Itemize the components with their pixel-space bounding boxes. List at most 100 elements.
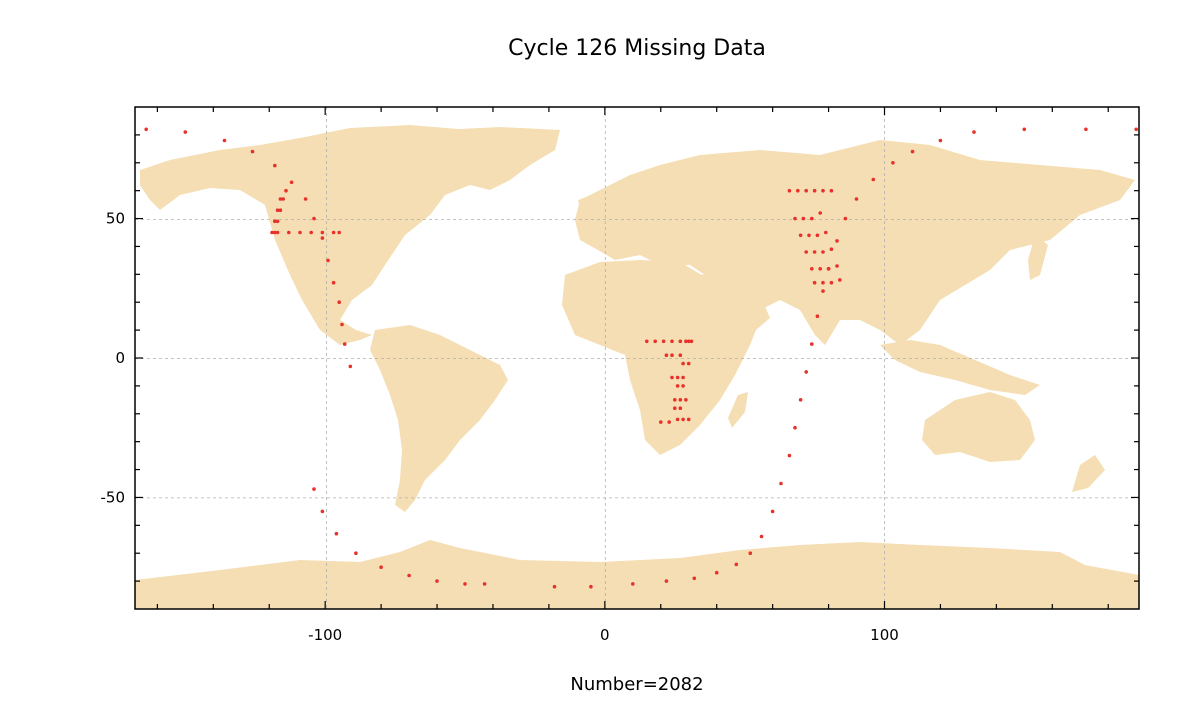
axis-tick-labels: -100 0 100 50 0 -50 bbox=[101, 210, 899, 644]
data-point-southern-africa-swaths-14 bbox=[675, 384, 680, 388]
data-point-north-american-track-1 bbox=[183, 130, 188, 134]
data-point-central-asia-swaths-3 bbox=[810, 267, 814, 271]
data-point-antarctic-arc-track-5 bbox=[714, 570, 719, 575]
data-point-siberia-row-0 bbox=[787, 188, 792, 193]
land-australia bbox=[922, 392, 1035, 462]
data-point-northern-us-row-0 bbox=[275, 230, 280, 235]
data-point-rockies-swath-1 bbox=[275, 219, 280, 224]
data-point-northern-us-row-6 bbox=[337, 230, 342, 235]
data-point-central-asia-swaths-8 bbox=[818, 267, 822, 271]
land-madagascar bbox=[728, 392, 748, 428]
data-point-central-asia-swaths-19 bbox=[838, 278, 842, 282]
data-point-north-american-track-14 bbox=[348, 364, 353, 369]
data-point-antarctic-arc-track-26 bbox=[972, 130, 976, 134]
data-point-southern-africa-swaths-17 bbox=[686, 361, 691, 366]
data-point-southern-pacific-track-3 bbox=[354, 551, 358, 555]
land-new-zealand bbox=[1072, 455, 1105, 492]
land-south-america bbox=[370, 325, 508, 512]
data-point-central-asia-swaths-15 bbox=[818, 211, 822, 215]
data-point-central-asia-swaths-17 bbox=[829, 247, 834, 251]
grid-lines bbox=[135, 107, 1139, 609]
data-point-southern-africa-swaths-9 bbox=[681, 375, 685, 380]
data-point-central-asia-swaths-4 bbox=[812, 280, 817, 285]
data-point-north-american-track-8 bbox=[320, 236, 325, 240]
data-point-central-africa-row-4 bbox=[678, 339, 683, 344]
data-point-southern-africa-swaths-0 bbox=[664, 353, 669, 358]
data-point-central-asia-swaths-10 bbox=[810, 216, 814, 221]
data-point-antarctic-arc-track-29 bbox=[1134, 127, 1138, 132]
data-point-southern-africa-swaths-5 bbox=[675, 375, 680, 380]
data-point-southern-africa-swaths-13 bbox=[681, 361, 685, 366]
data-point-central-asia-swaths-16 bbox=[824, 230, 828, 235]
data-point-central-asia-swaths-5 bbox=[801, 216, 806, 221]
data-point-central-asia-swaths-7 bbox=[812, 250, 817, 254]
data-point-southern-africa-swaths-16 bbox=[689, 339, 694, 344]
data-point-southern-africa-swaths-19 bbox=[678, 406, 683, 411]
land-japan bbox=[1028, 235, 1048, 280]
data-point-central-asia-swaths-9 bbox=[821, 280, 825, 285]
data-point-antarctic-arc-track-14 bbox=[804, 370, 808, 374]
missing-data-points bbox=[144, 127, 1138, 589]
plot-area bbox=[135, 107, 1139, 609]
data-point-antarctic-arc-track-27 bbox=[1022, 127, 1027, 132]
data-point-southern-pacific-track-0 bbox=[312, 487, 316, 491]
data-point-central-africa-row-3 bbox=[670, 339, 674, 344]
data-point-northern-us-row-1 bbox=[287, 230, 291, 235]
data-point-antarctic-arc-track-23 bbox=[891, 161, 895, 165]
data-point-siberia-row-1 bbox=[796, 188, 800, 193]
y-tick-label: 0 bbox=[115, 349, 125, 367]
data-point-central-asia-swaths-12 bbox=[821, 250, 825, 254]
data-point-antarctic-arc-track-22 bbox=[871, 177, 876, 182]
data-point-antarctic-arc-track-20 bbox=[843, 216, 848, 221]
land-layer bbox=[135, 125, 1139, 609]
data-point-north-american-track-5 bbox=[289, 180, 294, 185]
data-point-antarctic-arc-track-2 bbox=[631, 582, 635, 586]
data-point-central-africa-row-1 bbox=[653, 339, 657, 344]
data-point-rockies-swath-8 bbox=[278, 197, 283, 201]
data-point-central-africa-row-2 bbox=[661, 339, 666, 344]
chart-title: Cycle 126 Missing Data bbox=[508, 36, 766, 61]
land-british-isles bbox=[578, 195, 596, 222]
data-point-central-asia-swaths-0 bbox=[793, 216, 797, 221]
data-point-rockies-swath-7 bbox=[275, 208, 280, 212]
data-point-siberia-row-4 bbox=[821, 188, 825, 193]
data-point-antarctic-arc-track-17 bbox=[821, 289, 825, 293]
data-point-antarctic-arc-track-28 bbox=[1084, 127, 1088, 132]
data-point-southern-africa-swaths-15 bbox=[673, 406, 677, 411]
data-point-southern-pacific-track-4 bbox=[379, 565, 383, 569]
data-point-siberia-row-2 bbox=[804, 188, 808, 193]
data-point-north-american-track-3 bbox=[250, 149, 255, 154]
data-point-rockies-swath-5 bbox=[270, 230, 274, 235]
data-point-southern-africa-swaths-8 bbox=[678, 353, 683, 358]
data-point-rockies-swath-0 bbox=[273, 230, 277, 235]
data-point-antarctic-arc-track-24 bbox=[910, 149, 915, 154]
data-point-rockies-swath-4 bbox=[284, 188, 288, 193]
data-point-southern-africa-swaths-4 bbox=[670, 353, 674, 358]
y-tick-label: 50 bbox=[106, 210, 125, 228]
data-point-rockies-swath-6 bbox=[273, 219, 277, 224]
data-point-southern-africa-swaths-3 bbox=[675, 417, 680, 422]
data-point-southern-pacific-track-8 bbox=[482, 582, 487, 586]
x-tick-label: 100 bbox=[870, 626, 899, 644]
data-point-north-american-track-4 bbox=[273, 163, 277, 168]
data-point-antarctic-arc-track-11 bbox=[787, 453, 792, 458]
data-point-antarctic-arc-track-19 bbox=[835, 239, 839, 243]
data-point-antarctic-arc-track-13 bbox=[798, 398, 803, 402]
data-point-antarctic-arc-track-7 bbox=[748, 551, 753, 555]
data-point-antarctic-arc-track-3 bbox=[664, 579, 669, 583]
land-europe-asia bbox=[575, 140, 1135, 345]
data-point-antarctic-arc-track-9 bbox=[770, 509, 775, 514]
data-point-southern-pacific-track-1 bbox=[320, 509, 325, 514]
land-greenland bbox=[440, 127, 560, 190]
data-point-southern-pacific-track-5 bbox=[407, 573, 411, 578]
data-point-southern-africa-swaths-11 bbox=[686, 417, 691, 422]
data-point-central-asia-swaths-2 bbox=[804, 250, 808, 254]
data-point-southern-africa-swaths-6 bbox=[678, 398, 683, 402]
data-point-central-asia-swaths-18 bbox=[835, 264, 839, 268]
data-point-antarctic-arc-track-4 bbox=[692, 576, 697, 581]
data-point-siberia-row-5 bbox=[829, 188, 834, 193]
data-point-north-american-track-9 bbox=[326, 258, 330, 263]
data-point-northern-us-row-4 bbox=[320, 230, 325, 235]
data-point-southern-pacific-track-2 bbox=[334, 531, 339, 536]
